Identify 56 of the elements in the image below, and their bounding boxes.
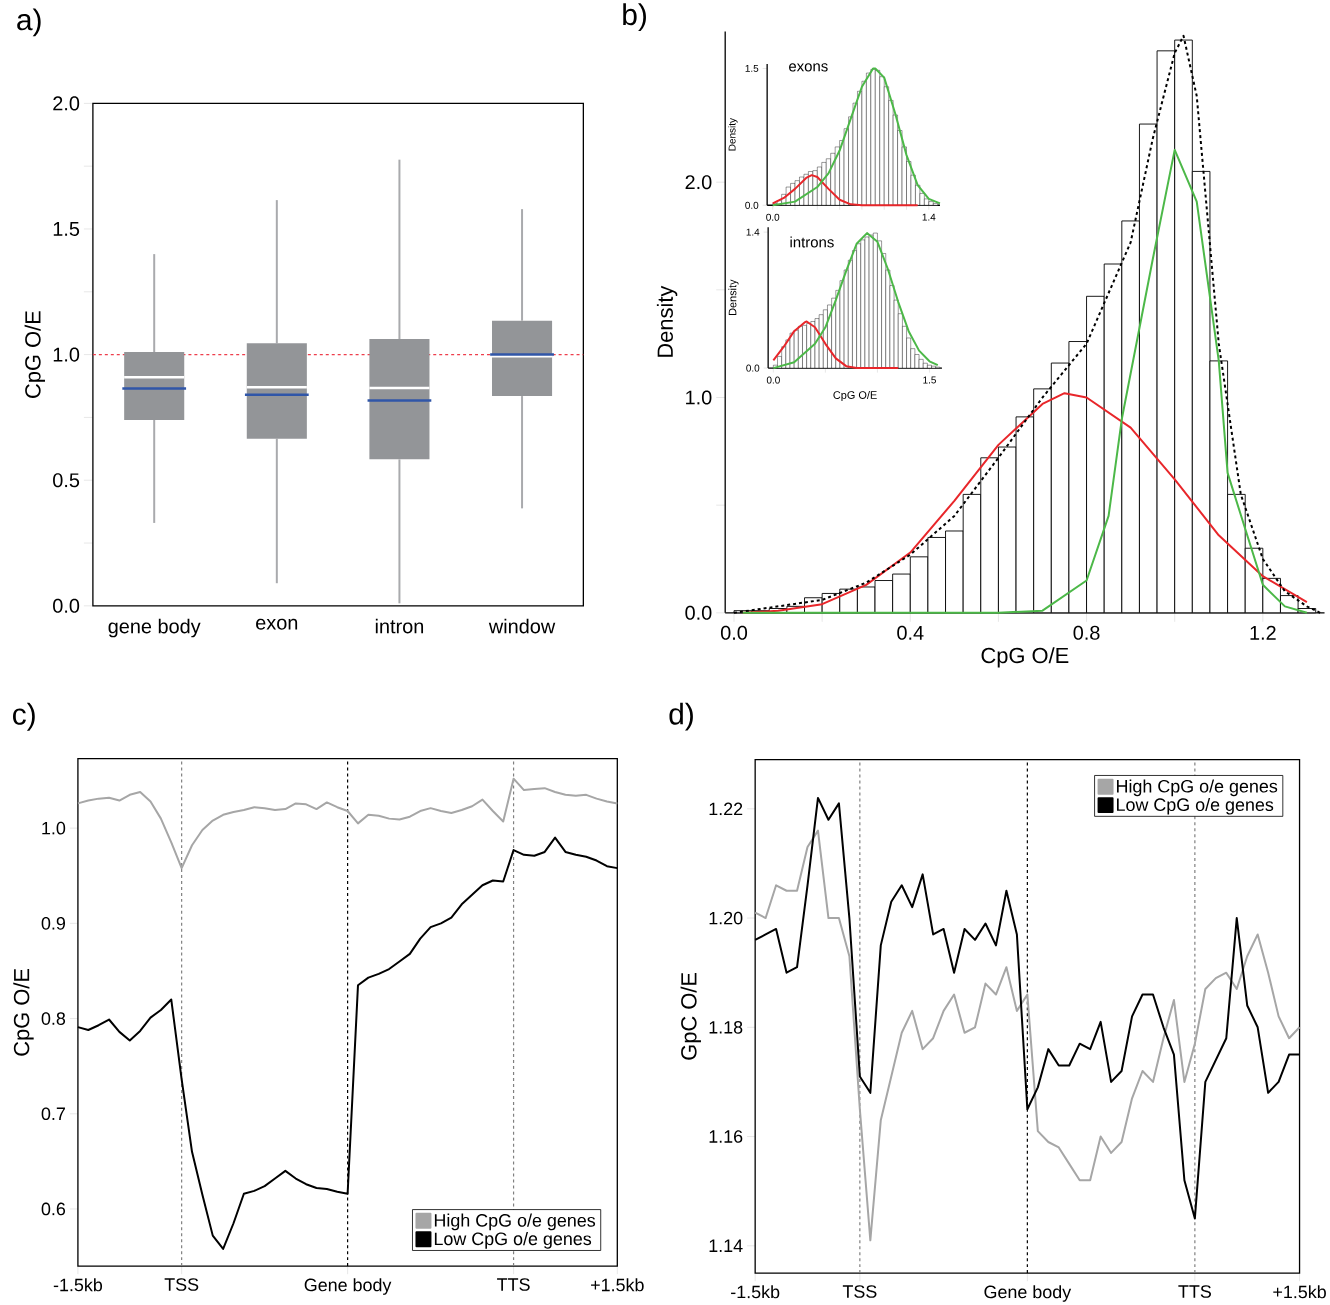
y-tick-label: 0.8 [41,1012,66,1025]
y-tick-label: 1.14 [709,1239,743,1252]
x-tick-label: gene body [108,618,201,638]
chart-title: exons [789,63,828,72]
chart-title: b) [623,3,646,32]
y-tick-label: 1.0 [42,821,66,835]
x-tick-label: TSS [164,1278,199,1291]
y-tick-label: 0.0 [53,598,80,613]
y-axis-title: Density [728,279,739,315]
x-axis-title: CpG O/E [981,647,1069,668]
x-tick-label: 0.8 [1073,625,1100,640]
y-tick-label: 1.20 [709,911,743,925]
y-tick-label: 1.16 [709,1130,743,1143]
y-tick-label: 2.0 [53,96,80,111]
x-tick-label: 1.2 [1250,625,1276,640]
y-axis-title: GpC O/E [680,972,701,1060]
y-axis-title: Density [728,117,738,151]
y-tick-label: 0.0 [745,201,759,209]
x-tick-label: TSS [842,1285,877,1298]
legend-label: Low CpG o/e genes [1117,797,1274,815]
x-tick-label: -1.5kb [53,1278,103,1292]
y-axis-title: CpG O/E [13,968,34,1056]
y-tick-label: 1.5 [745,64,759,72]
x-tick-label: -1.5kb [731,1285,780,1299]
x-axis-title: CpG O/E [833,390,877,401]
y-tick-label: 1.4 [746,228,760,236]
legend-label: Low CpG o/e genes [434,1231,592,1249]
y-tick-label: 0.0 [685,605,712,620]
x-tick-label: TTS [497,1278,530,1291]
y-tick-label: 0.6 [41,1202,66,1216]
x-tick-label: 0.4 [897,625,924,640]
chart-title: c) [13,702,35,731]
x-tick-label: +1.5kb [591,1278,644,1292]
legend-label: High CpG o/e genes [434,1213,596,1231]
x-tick-label: Gene body [984,1285,1072,1302]
y-axis-title: Density [656,285,678,357]
y-tick-label: 0.0 [746,364,760,372]
y-tick-label: 0.9 [41,916,66,930]
x-tick-label: window [488,618,556,634]
chart-title: introns [790,236,834,248]
x-tick-label: +1.5kb [1273,1285,1326,1299]
x-tick-label: Gene body [304,1278,392,1295]
chart-title: a) [17,8,41,37]
x-tick-label: TTS [1178,1285,1211,1298]
y-axis-title: CpG O/E [24,311,45,398]
y-tick-label: 2.0 [685,175,712,190]
y-tick-label: 0.5 [53,473,80,488]
y-tick-label: 1.18 [709,1020,743,1034]
chart-title: d) [669,702,693,731]
y-tick-label: 1.0 [53,347,80,362]
x-tick-label: intron [375,618,424,634]
legend-label: High CpG o/e genes [1117,779,1278,797]
y-tick-label: 1.0 [686,390,712,405]
y-tick-label: 0.7 [41,1107,65,1121]
x-tick-label: exon [256,618,298,630]
y-tick-label: 1.22 [709,802,743,815]
